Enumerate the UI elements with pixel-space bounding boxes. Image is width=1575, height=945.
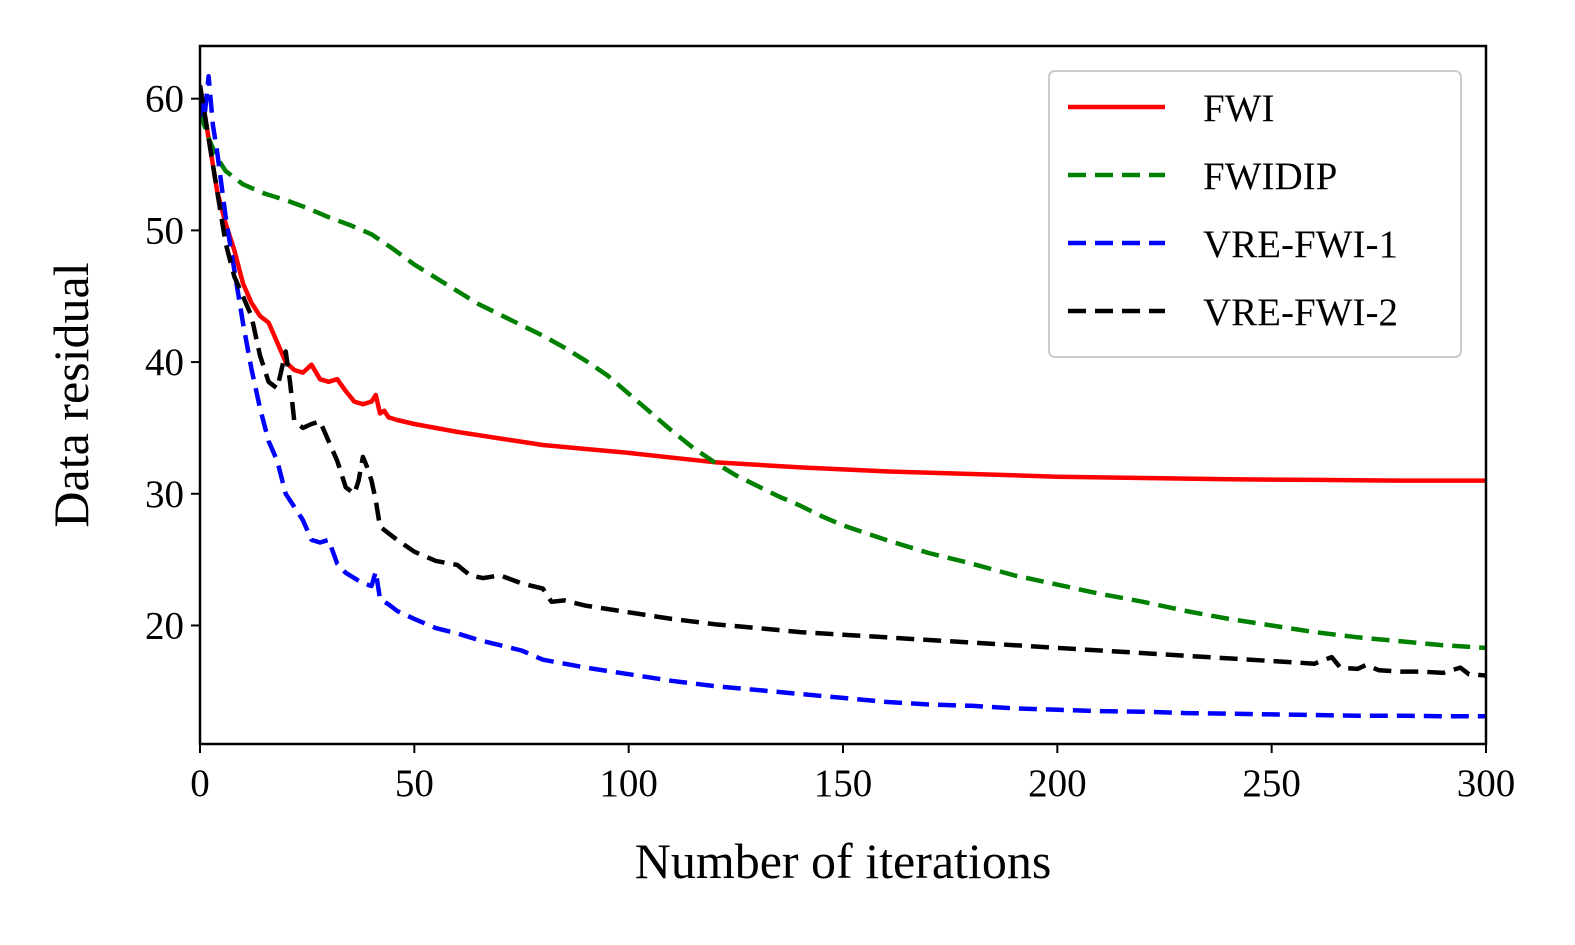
x-tick-label: 100 [599, 762, 658, 805]
legend-box [1048, 70, 1462, 358]
series-line-fwi [200, 85, 1486, 483]
y-axis-title: Data residual [43, 262, 99, 527]
series-line-vre-fwi-2 [200, 85, 1486, 678]
x-tick-label: 0 [190, 762, 210, 805]
x-axis-title: Number of iterations [635, 833, 1052, 889]
series-line-fwidip [200, 111, 1486, 651]
legend-label: VRE-FWI-2 [1203, 291, 1398, 334]
y-tick-label: 20 [145, 604, 184, 647]
legend-label: FWIDIP [1203, 155, 1337, 198]
y-tick-label: 60 [145, 78, 184, 121]
legend-label: VRE-FWI-1 [1203, 223, 1398, 266]
x-tick-label: 300 [1457, 762, 1516, 805]
y-tick-label: 30 [145, 473, 184, 516]
x-tick-label: 150 [814, 762, 873, 805]
x-tick-label: 250 [1242, 762, 1301, 805]
y-tick-label: 40 [145, 341, 184, 384]
x-tick-label: 50 [395, 762, 434, 805]
series-layer [200, 74, 1486, 719]
y-tick-label: 50 [145, 209, 184, 252]
x-tick-label: 200 [1028, 762, 1087, 805]
ticks-layer: 0 50 100 150 200 250 300 20 30 40 50 60 [145, 78, 1515, 805]
legend: FWI FWIDIP VRE-FWI-1 VRE-FWI-2 [1048, 70, 1462, 358]
legend-label: FWI [1203, 87, 1275, 130]
